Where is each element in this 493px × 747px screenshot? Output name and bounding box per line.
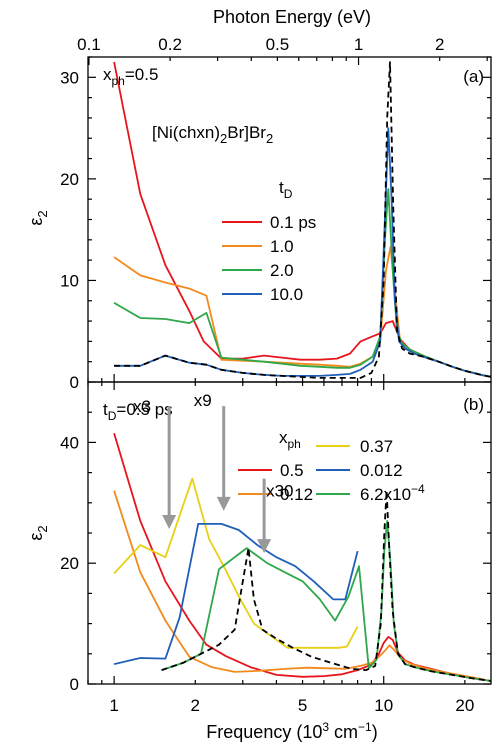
xphb-x: x [279,428,288,447]
a-ytick-label: 30 [60,68,79,87]
freq-sup-1: −1 [358,720,372,734]
panel-a-ticks: 0 10 20 30 [60,56,491,392]
tdb-t: t [103,400,108,419]
compound-part2: Br]Br [227,123,266,142]
panel-b-series-2 [113,477,359,649]
a-ytick-label: 20 [60,170,79,189]
xph-sub: ph [112,74,125,88]
legend-a: 0.1 ps 1.0 2.0 10.0 [222,213,316,304]
panel-a-series-4 [114,61,492,379]
panel-a-label: (a) [463,67,484,86]
a-ytick-label: 0 [70,373,79,392]
compound-part1: [Ni(chxn) [152,123,220,142]
freq-text: Frequency (10 [206,722,322,742]
tdb-sub: D [108,409,117,423]
x-tick-label: 20 [455,696,474,715]
legend-b: 0.5 0.12 0.37 0.012 6.2x10−4 [238,437,425,504]
panel-b-ylabel: ε2 [26,525,50,540]
legend-b-label: 6.2x10−4 [360,482,425,504]
legend-a-label: 2.0 [270,261,294,280]
freq-close: ) [372,722,378,742]
x-tick-label: 2 [191,696,200,715]
legend-a-label: 1.0 [270,237,294,256]
panel-a-series-3 [114,127,492,378]
bottom-axis-label: Frequency (103 cm−1) [206,720,377,742]
panel-b-series-4 [161,520,492,682]
annotation-arrow-head [257,539,272,554]
eps-sub: 2 [35,210,50,217]
legend-b-label: 0.37 [360,437,393,456]
tdb-value: =0.5 ps [116,400,172,419]
b-ytick-label: 40 [60,433,79,452]
top-tick-label: 0.1 [77,35,101,54]
legend-a-label: 0.1 ps [270,213,316,232]
td-t: t [279,178,284,197]
panel-b-ticks: 1 2 5 10 20 0 20 40 [60,382,491,715]
x-tick-label: 1 [109,696,118,715]
compound-sub1: 2 [220,131,227,146]
x-tick-label: 5 [298,696,307,715]
top-axis-label: Photon Energy (eV) [213,7,371,27]
top-tick-label: 2 [435,35,444,54]
epsb-sub: 2 [35,525,50,532]
panel-b-series-1 [113,490,492,682]
legend-b-label: 0.012 [360,461,403,480]
panel-b-corner-text: tD=0.5 ps [103,400,173,423]
xph-value: =0.5 [125,65,159,84]
panel-a-series [113,61,492,379]
panel-b-series-5 [161,489,492,682]
top-axis-ticks: 0.1 0.2 0.5 1 2 [77,35,488,65]
annotation-label: x30 [266,482,293,501]
freq-sup3: 3 [322,720,329,734]
top-tick-label: 0.5 [266,35,290,54]
annotation-arrow-head [216,496,231,511]
annotation-label: x3 [133,397,151,416]
top-tick-label: 0.2 [158,35,182,54]
td-sub: D [284,187,293,201]
annotation-label: x9 [194,391,212,410]
compound-sub2: 2 [266,131,273,146]
eps-symbol: ε [26,218,46,226]
legend-b-title: xph [279,428,301,451]
x-tick-label: 10 [374,696,393,715]
b-ytick-label: 0 [70,675,79,694]
xphb-sub: ph [288,437,301,451]
legend-a-label: 10.0 [270,285,303,304]
top-tick-label: 1 [354,35,363,54]
panel-b-annotations: x3 x9 x30 [133,391,294,554]
xph-x: x [103,65,112,84]
legend-b-label: 0.12 [280,485,313,504]
annotation-arrow-head [162,514,177,529]
panel-b-frame [87,381,492,685]
epsb-symbol: ε [26,533,46,541]
b-ytick-label: 20 [60,554,79,573]
panel-b-series-3 [113,523,359,665]
freq-cm: cm [329,722,358,742]
panel-a-ylabel: ε2 [26,210,50,225]
panel-b-label: (b) [463,395,484,414]
panel-b-series [113,433,492,682]
panel-a-corner-text: xph=0.5 [103,65,158,88]
a-ytick-label: 10 [60,271,79,290]
compound-label: [Ni(chxn)2Br]Br2 [152,123,273,146]
legend-b-label: 0.5 [280,461,304,480]
legend-a-title: tD [279,178,293,201]
